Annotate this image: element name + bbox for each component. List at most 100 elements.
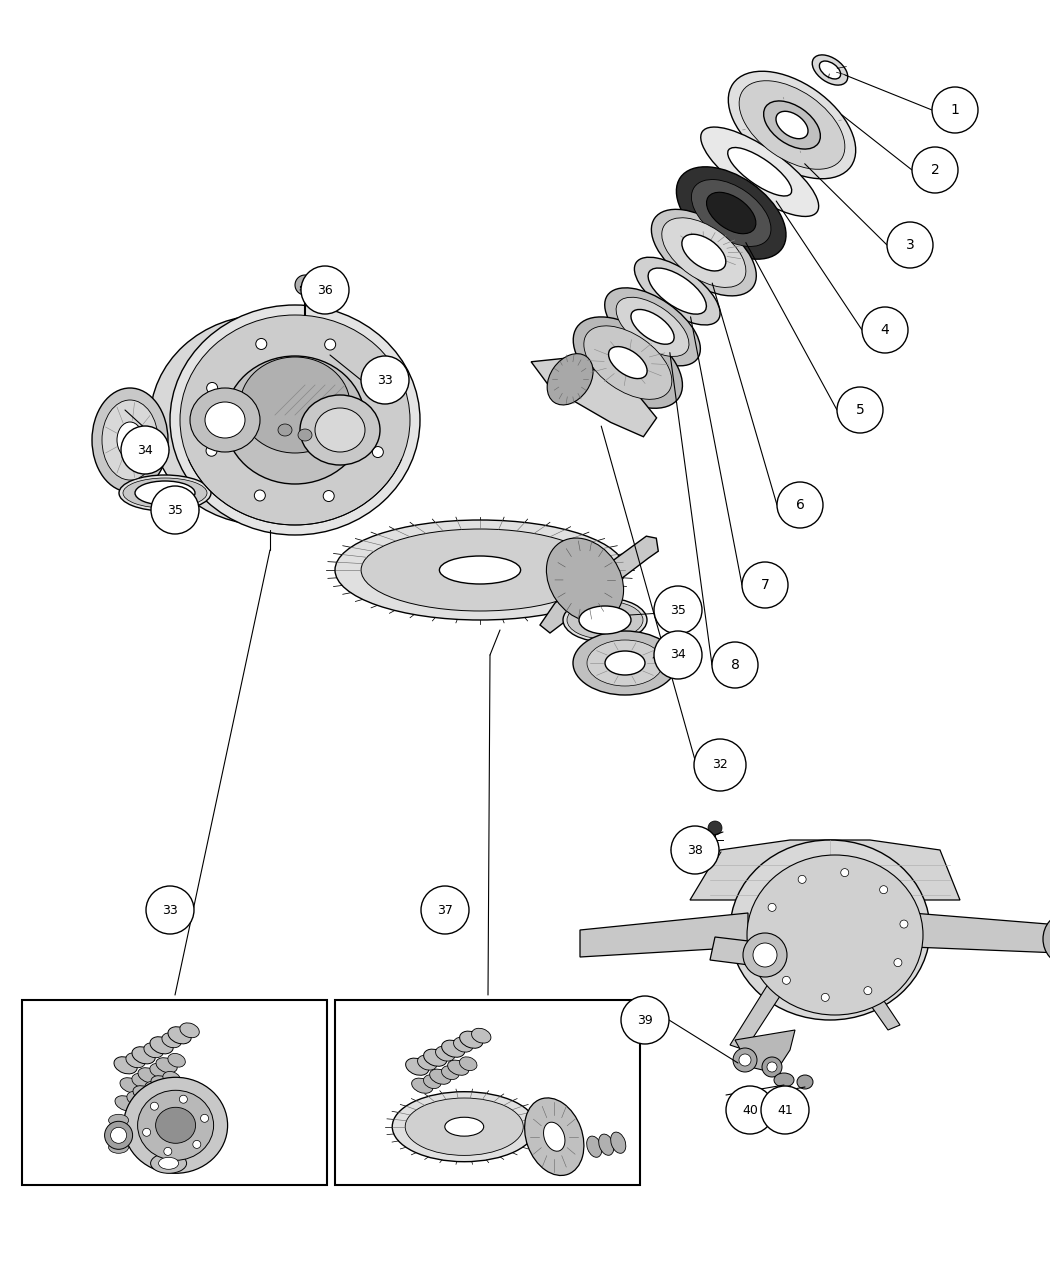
Ellipse shape — [162, 1033, 182, 1048]
Ellipse shape — [609, 347, 647, 379]
Text: 4: 4 — [881, 323, 889, 337]
Ellipse shape — [813, 55, 847, 85]
Ellipse shape — [170, 305, 420, 536]
Ellipse shape — [728, 148, 792, 196]
Ellipse shape — [445, 1117, 484, 1136]
Ellipse shape — [579, 606, 631, 634]
Ellipse shape — [798, 876, 806, 884]
Ellipse shape — [120, 1077, 141, 1093]
Ellipse shape — [743, 933, 788, 977]
Ellipse shape — [894, 959, 902, 966]
Ellipse shape — [676, 167, 786, 259]
Ellipse shape — [762, 1057, 782, 1077]
Text: 2: 2 — [930, 163, 940, 177]
Circle shape — [694, 740, 746, 790]
Ellipse shape — [733, 1048, 757, 1072]
Text: 5: 5 — [856, 403, 864, 417]
Ellipse shape — [616, 297, 689, 357]
Ellipse shape — [567, 601, 643, 639]
Ellipse shape — [753, 944, 777, 966]
Ellipse shape — [133, 1086, 154, 1100]
Ellipse shape — [105, 1121, 132, 1149]
Ellipse shape — [145, 1081, 163, 1095]
Ellipse shape — [127, 1091, 144, 1105]
Ellipse shape — [587, 1136, 602, 1158]
Text: 35: 35 — [167, 504, 183, 516]
Ellipse shape — [150, 1037, 173, 1054]
Ellipse shape — [180, 315, 410, 525]
Ellipse shape — [454, 1038, 473, 1052]
Ellipse shape — [471, 1028, 491, 1043]
Ellipse shape — [755, 862, 905, 998]
Text: 7: 7 — [760, 578, 770, 592]
Ellipse shape — [766, 1062, 777, 1072]
Ellipse shape — [256, 338, 267, 349]
Bar — [335, 1000, 640, 1184]
Ellipse shape — [821, 993, 830, 1001]
Circle shape — [621, 996, 669, 1044]
Circle shape — [837, 388, 883, 434]
Ellipse shape — [662, 218, 746, 287]
Ellipse shape — [315, 408, 365, 453]
Ellipse shape — [573, 631, 677, 695]
Circle shape — [761, 1086, 808, 1133]
Text: 34: 34 — [138, 444, 153, 456]
Ellipse shape — [150, 1154, 187, 1173]
Polygon shape — [531, 358, 656, 437]
Ellipse shape — [708, 821, 722, 835]
Ellipse shape — [544, 1122, 565, 1151]
Ellipse shape — [700, 128, 819, 217]
Ellipse shape — [123, 478, 207, 507]
Text: 36: 36 — [317, 283, 333, 297]
Ellipse shape — [707, 193, 756, 233]
Text: 6: 6 — [796, 499, 804, 513]
Ellipse shape — [546, 538, 624, 622]
Ellipse shape — [681, 235, 726, 272]
Ellipse shape — [739, 80, 845, 170]
Ellipse shape — [730, 840, 930, 1020]
Ellipse shape — [138, 1067, 160, 1082]
Ellipse shape — [412, 1079, 433, 1093]
Ellipse shape — [729, 71, 856, 179]
Ellipse shape — [164, 1148, 172, 1155]
Ellipse shape — [442, 1040, 465, 1057]
Ellipse shape — [393, 1091, 537, 1162]
Ellipse shape — [126, 1053, 145, 1067]
Ellipse shape — [163, 1071, 181, 1085]
Ellipse shape — [405, 1098, 523, 1155]
Ellipse shape — [841, 868, 848, 877]
Ellipse shape — [114, 1057, 138, 1074]
Ellipse shape — [132, 1074, 149, 1088]
Ellipse shape — [240, 357, 350, 453]
Ellipse shape — [151, 1076, 172, 1091]
Circle shape — [121, 426, 169, 474]
Polygon shape — [730, 965, 795, 1051]
Text: 33: 33 — [162, 904, 177, 917]
Ellipse shape — [439, 556, 521, 584]
Ellipse shape — [124, 1077, 228, 1173]
Text: 32: 32 — [712, 759, 728, 771]
Ellipse shape — [525, 1098, 584, 1176]
Ellipse shape — [298, 428, 312, 441]
Ellipse shape — [598, 1133, 614, 1155]
Ellipse shape — [611, 1132, 626, 1154]
Ellipse shape — [201, 1114, 209, 1122]
Circle shape — [654, 631, 702, 680]
Ellipse shape — [587, 640, 663, 686]
Ellipse shape — [150, 1102, 159, 1111]
Ellipse shape — [460, 1031, 483, 1048]
Ellipse shape — [102, 400, 158, 479]
Polygon shape — [912, 913, 1050, 952]
Circle shape — [887, 222, 933, 268]
Circle shape — [301, 266, 349, 314]
Polygon shape — [580, 913, 748, 958]
Ellipse shape — [144, 1043, 164, 1058]
Polygon shape — [848, 965, 900, 1030]
Text: 3: 3 — [905, 238, 915, 252]
Ellipse shape — [900, 921, 908, 928]
Ellipse shape — [782, 977, 791, 984]
Ellipse shape — [205, 402, 245, 439]
Ellipse shape — [797, 1075, 813, 1089]
Ellipse shape — [423, 1049, 447, 1066]
Polygon shape — [710, 937, 765, 966]
